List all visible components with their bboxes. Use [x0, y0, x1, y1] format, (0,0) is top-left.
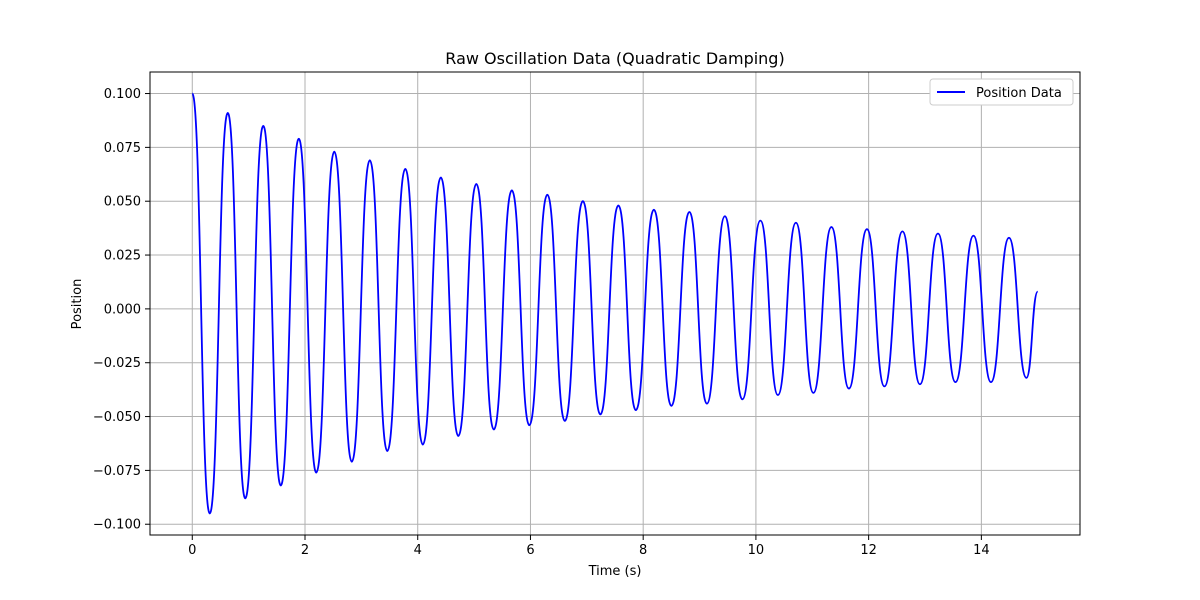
x-tick-label: 0 [188, 543, 196, 558]
chart-title: Raw Oscillation Data (Quadratic Damping) [445, 49, 784, 68]
x-tick-label: 2 [301, 543, 309, 558]
legend-label-position-data: Position Data [976, 86, 1062, 101]
y-tick-label: −0.050 [93, 410, 141, 425]
x-tick-label: 6 [526, 543, 534, 558]
x-tick-label: 4 [414, 543, 422, 558]
y-tick-label: 0.000 [104, 302, 141, 317]
y-tick-label: 0.075 [104, 141, 141, 156]
x-tick-label: 8 [639, 543, 647, 558]
legend-frame [929, 78, 1074, 106]
legend: Position Data [929, 78, 1074, 106]
y-tick-label: 0.100 [104, 87, 141, 102]
x-axis-label: Time (s) [588, 564, 642, 579]
x-tick-label: 14 [973, 543, 990, 558]
y-tick-label: −0.075 [93, 464, 141, 479]
y-tick-label: −0.100 [93, 518, 141, 533]
y-tick-label: 0.025 [104, 249, 141, 264]
x-tick-label: 12 [860, 543, 877, 558]
y-tick-label: 0.050 [104, 195, 141, 210]
x-tick-label: 10 [748, 543, 765, 558]
plot-area-frame [149, 71, 1081, 536]
y-axis-label: Position [70, 279, 85, 330]
series-line-position-data [191, 92, 1039, 515]
series-layer [191, 92, 1039, 515]
axis-ticks: 0 2 4 6 8 10 12 14 −0.100 −0.075 −0.050 −0.025 0.000… [93, 87, 990, 558]
y-tick-label: −0.025 [93, 356, 141, 371]
